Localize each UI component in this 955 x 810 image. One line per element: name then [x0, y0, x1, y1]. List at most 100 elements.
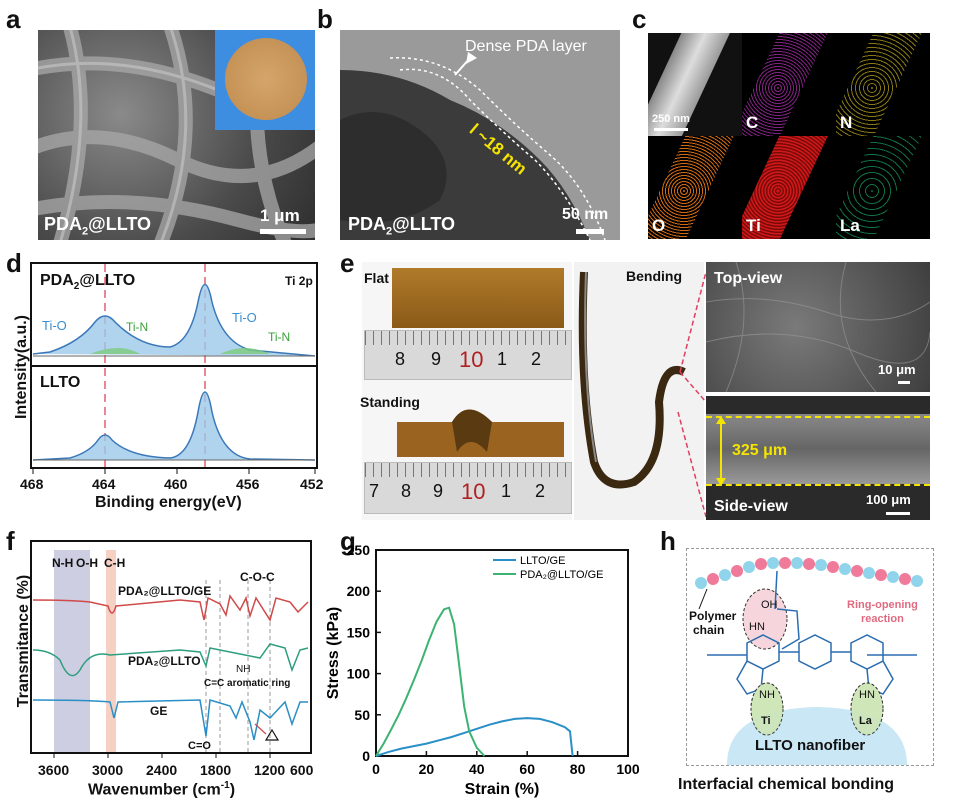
- flat-membrane: [392, 268, 564, 328]
- ftir-curve-label-2: PDA₂@LLTO: [128, 654, 201, 668]
- y-tick-label: 250: [347, 542, 371, 558]
- xps-xlabel: Binding energy(eV): [95, 494, 242, 511]
- ftir-note-nh2: NH: [236, 664, 251, 675]
- ftir-curve-label-1: PDA₂@LLTO/GE: [118, 584, 212, 598]
- xps-xtick-5: 452: [300, 476, 324, 492]
- element-label-o: O: [652, 216, 666, 235]
- legend-label-2: PDA₂@LLTO/GE: [520, 569, 604, 581]
- panel-label-g: g: [340, 526, 356, 556]
- x-tick-label: 100: [616, 761, 640, 777]
- tem-texture: [340, 52, 606, 240]
- xps-sample-bottom: LLTO: [40, 374, 81, 391]
- panel-label-d: d: [6, 248, 22, 278]
- panel-label-a: a: [6, 4, 21, 34]
- eds-tile-ti: Ti: [742, 136, 836, 239]
- ftir-chart: [30, 540, 312, 758]
- standing-membrane: [397, 409, 564, 457]
- xps-region: Ti 2p: [285, 274, 313, 288]
- bending-label: Bending: [626, 268, 682, 284]
- element-label-c: C: [746, 113, 759, 132]
- panel-label-b: b: [317, 4, 333, 34]
- scale-bar-c: [654, 128, 688, 131]
- x-tick-label: 40: [469, 761, 485, 777]
- legend-label-1: LLTO/GE: [520, 555, 565, 567]
- flat-label: Flat: [364, 270, 389, 286]
- reaction-label-2: reaction: [861, 613, 904, 625]
- panel-label-c: c: [632, 4, 647, 34]
- y-tick-label: 150: [347, 624, 371, 640]
- photo-flat-standing: Flat 8 9 10 1 2 Standing 7 8 9 10 1 2: [360, 262, 572, 520]
- hn-label-top: HN: [749, 621, 765, 633]
- ftir-note-co: C=O: [188, 740, 211, 752]
- sem-image-a: PDA2@LLTO 1 μm: [38, 30, 315, 240]
- plot-frame: [375, 549, 629, 757]
- eds-tile-o: O: [648, 136, 742, 239]
- ruler2-num-5: 1: [501, 481, 512, 501]
- ftir-note-cc: C=C aromatic ring: [204, 678, 291, 689]
- scale-label-a: 1 μm: [260, 206, 300, 225]
- panel-label-e: e: [340, 248, 355, 278]
- photo-bending: Bending: [574, 262, 704, 520]
- scale-bar-side: [886, 512, 910, 515]
- bending-sample: [578, 271, 686, 489]
- fiber-label: LLTO nanofiber: [755, 737, 866, 754]
- oh-label: OH: [761, 599, 778, 611]
- sem-top-view: Top-view 10 μm: [705, 261, 931, 393]
- panel-label-h: h: [660, 526, 676, 556]
- top-view-label: Top-view: [714, 270, 783, 287]
- x-tick-label: 0: [372, 761, 380, 777]
- ti-label: Ti: [761, 715, 771, 727]
- reaction-label-1: Ring-opening: [847, 599, 918, 611]
- xps-xtick-1: 468: [20, 476, 44, 492]
- x-tick-label: 20: [419, 761, 435, 777]
- x-axis-label: Strain (%): [465, 781, 540, 798]
- xps-xtick-2: 464: [92, 476, 116, 492]
- pda-layer-annotation: Dense PDA layer: [465, 38, 587, 55]
- element-label-ti: Ti: [746, 216, 761, 235]
- ruler2-num-4: 10: [461, 479, 486, 504]
- xps-xtick-3: 460: [164, 476, 188, 492]
- ruler2-num-2: 8: [401, 481, 412, 501]
- ftir-band-coc: C-O-C: [240, 570, 275, 584]
- ftir-xtick-5: 1200: [254, 762, 286, 778]
- xps-peak-label-1: Ti-O: [42, 318, 67, 333]
- xps-chart: [30, 262, 318, 474]
- sample-label-b: PDA2@LLTO: [348, 214, 456, 238]
- series-line-2: [375, 606, 486, 757]
- schematic-caption: Interfacial chemical bonding: [678, 776, 895, 793]
- eds-tile-c: C: [742, 33, 836, 136]
- sem-side-view: 325 μm Side-view 100 μm: [706, 396, 930, 520]
- ruler2-num-3: 9: [433, 481, 444, 501]
- series-line-1: [375, 717, 574, 757]
- y-tick-label: 200: [347, 583, 371, 599]
- ftir-band-nh: N-H: [52, 556, 74, 570]
- scale-label-side: 100 μm: [866, 492, 911, 507]
- tem-image-b: Dense PDA layer l ~18 nm PDA2@LLTO 50 nm: [340, 30, 620, 240]
- xps-peak-label-3: Ti-O: [232, 310, 257, 325]
- ruler2-num-6: 2: [535, 481, 546, 501]
- ruler-2: 7 8 9 10 1 2: [364, 462, 572, 514]
- standing-label: Standing: [360, 394, 420, 410]
- y-axis-label: Stress (kPa): [325, 607, 342, 700]
- thickness-arrow: [716, 416, 726, 486]
- ftir-xtick-3: 2400: [146, 762, 178, 778]
- x-tick-label: 80: [570, 761, 586, 777]
- side-view-label: Side-view: [714, 498, 788, 515]
- y-tick-label: 0: [362, 748, 370, 764]
- inset-photo: [215, 30, 315, 130]
- panel-label-f: f: [6, 526, 15, 556]
- y-tick-label: 50: [354, 707, 370, 723]
- sample-label-a: PDA2@LLTO: [44, 214, 152, 238]
- top-view-texture: [705, 261, 931, 393]
- la-label: La: [859, 715, 872, 727]
- ruler1-num-2: 9: [431, 349, 442, 369]
- element-label-n: N: [840, 113, 853, 132]
- xps-peak-label-2: Ti-N: [126, 320, 149, 334]
- ftir-curve-label-3: GE: [150, 704, 168, 718]
- schematic-box: Polymer chain OH HN Ring-opening reactio…: [686, 548, 934, 766]
- ruler-1: 8 9 10 1 2: [364, 330, 572, 380]
- membrane-disk: [225, 38, 307, 120]
- ruler1-num-3: 10: [459, 347, 484, 372]
- chain-label: chain: [693, 623, 725, 637]
- nh-label: NH: [759, 689, 775, 701]
